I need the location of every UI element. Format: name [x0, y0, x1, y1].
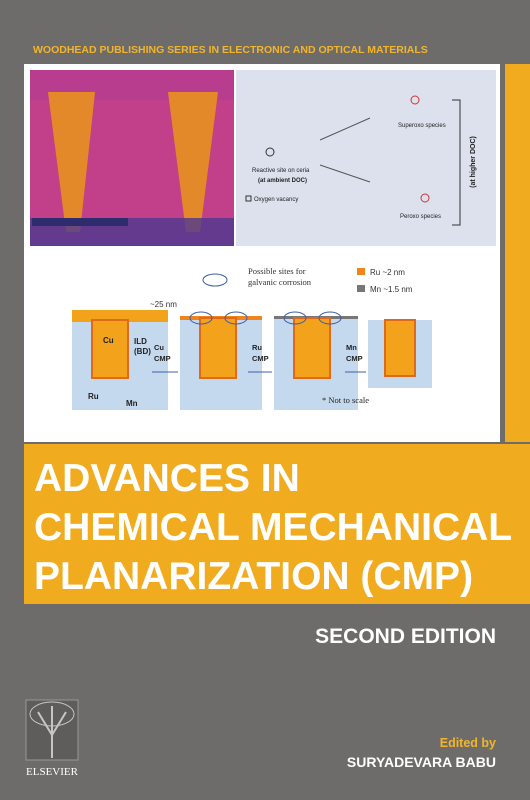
- orange-band: [505, 64, 530, 442]
- corrosion-site: [189, 311, 213, 325]
- legend-swatch: [357, 285, 365, 292]
- series-title: WOODHEAD PUBLISHING SERIES IN ELECTRONIC…: [33, 44, 428, 56]
- atom: [410, 95, 420, 105]
- publisher: ELSEVIER: [26, 766, 79, 778]
- schematic-label: Mn: [126, 399, 138, 408]
- vacancy-icon: [245, 195, 252, 202]
- arrow: [319, 164, 371, 183]
- arrow: [319, 117, 371, 141]
- schematic-label: Ru: [88, 392, 99, 401]
- logo-tree: [37, 706, 67, 758]
- cu-fill: [199, 317, 237, 379]
- editor-name: SURYADEVARA BABU: [347, 754, 496, 770]
- step-label: Cu: [154, 343, 164, 352]
- cu-fill: [384, 319, 416, 377]
- edition: SECOND EDITION: [315, 625, 496, 648]
- legend-label: Ru ~2 nm: [370, 268, 405, 277]
- schematic-note: * Not to scale: [322, 395, 369, 405]
- bracket: [452, 99, 461, 226]
- mechanism-label: Superoxo species: [398, 123, 446, 129]
- schematic-label: Cu: [103, 336, 114, 345]
- logo-tree: [29, 701, 75, 727]
- eds-trench: [48, 92, 95, 232]
- cu-fill: [91, 319, 129, 379]
- schematic-label: ILD: [134, 337, 147, 346]
- schematic-label: galvanic corrosion: [248, 277, 312, 287]
- title-line: ADVANCES IN: [34, 457, 300, 500]
- title-block: [24, 444, 530, 604]
- corrosion-site: [318, 311, 342, 325]
- step-label: Mn: [346, 343, 357, 352]
- step-label: CMP: [154, 354, 171, 363]
- schematic-label: Possible sites for: [248, 266, 306, 276]
- corrosion-icon: [202, 273, 228, 287]
- credit-label: Edited by: [440, 736, 496, 750]
- mechanism-panel: [236, 70, 496, 246]
- schematic-label: ~25 nm: [150, 300, 177, 309]
- cu-fill: [293, 317, 331, 379]
- mechanism-label: (at higher DOC): [470, 136, 477, 188]
- corrosion-site: [224, 311, 248, 325]
- eds-legend: [32, 218, 128, 226]
- eds-trench: [168, 92, 218, 232]
- elsevier-logo: [25, 699, 79, 761]
- vacancy-icon: [265, 147, 275, 157]
- title-line: PLANARIZATION (CMP): [34, 555, 473, 598]
- atom: [420, 193, 430, 203]
- mechanism-label: Peroxo species: [400, 214, 441, 220]
- step-label: CMP: [346, 354, 363, 363]
- corrosion-site: [283, 311, 307, 325]
- mechanism-label: Oxygen vacancy: [254, 197, 298, 203]
- legend-label: Mn ~1.5 nm: [370, 285, 413, 294]
- schematic-label: (BD): [134, 347, 151, 356]
- step-label: CMP: [252, 354, 269, 363]
- step-label: Ru: [252, 343, 262, 352]
- mechanism-label: (at ambient DOC): [258, 178, 307, 184]
- title-line: CHEMICAL MECHANICAL: [34, 506, 512, 549]
- mechanism-label: Reactive site on ceria: [252, 168, 310, 174]
- legend-swatch: [357, 268, 365, 275]
